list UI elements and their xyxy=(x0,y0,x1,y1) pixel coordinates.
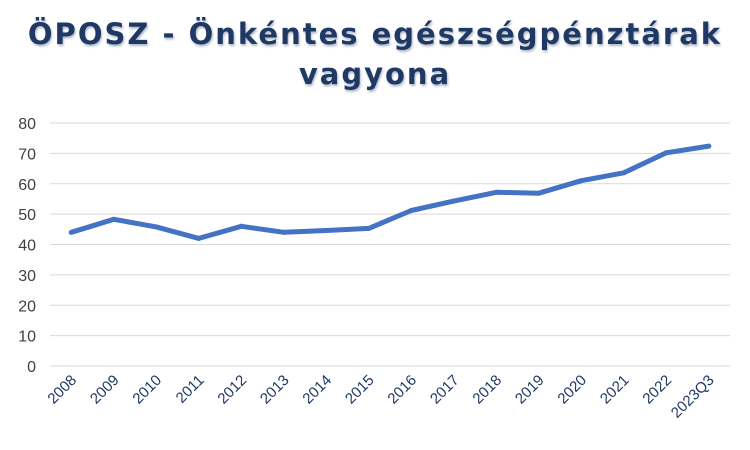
y-tick-label: 80 xyxy=(18,116,36,133)
chart-title-line-1: ÖPOSZ - Önkéntes egészségpénztárak xyxy=(27,17,723,51)
x-tick-label: 2021 xyxy=(597,372,633,408)
data-point xyxy=(68,229,74,235)
y-tick-label: 50 xyxy=(18,207,36,224)
data-point xyxy=(238,223,244,229)
gridlines xyxy=(50,122,730,367)
data-point xyxy=(281,229,287,235)
chart-title: ÖPOSZ - Önkéntes egészségpénztárak vagyo… xyxy=(0,14,750,94)
data-point xyxy=(663,150,669,156)
x-tick-label: 2013 xyxy=(257,372,293,408)
x-tick-label: 2010 xyxy=(129,372,165,408)
data-point xyxy=(451,198,457,204)
x-tick-label: 2018 xyxy=(469,372,505,408)
x-tick-label: 2008 xyxy=(44,372,80,408)
y-tick-label: 60 xyxy=(18,177,36,194)
y-axis-ticks: 0 10 20 30 40 50 60 70 80 xyxy=(18,116,36,376)
y-tick-label: 10 xyxy=(18,329,36,346)
x-tick-label: 2019 xyxy=(512,372,548,408)
data-point xyxy=(408,207,414,213)
x-tick-label: 2015 xyxy=(342,372,378,408)
x-tick-label: 2022 xyxy=(639,372,675,408)
x-tick-label: 2017 xyxy=(427,372,463,408)
data-point xyxy=(493,189,499,195)
x-tick-label: 2014 xyxy=(299,372,335,408)
series-line xyxy=(68,143,712,241)
x-tick-label: 2009 xyxy=(87,372,123,408)
x-tick-label: 2012 xyxy=(214,372,250,408)
data-point xyxy=(323,228,329,234)
chart-title-line-2: vagyona xyxy=(298,57,452,91)
y-tick-label: 20 xyxy=(18,298,36,315)
y-tick-label: 40 xyxy=(18,238,36,255)
data-point xyxy=(621,170,627,176)
x-tick-label: 2016 xyxy=(384,372,420,408)
data-point xyxy=(366,225,372,231)
y-tick-label: 70 xyxy=(18,146,36,163)
data-point xyxy=(706,143,712,149)
x-tick-label: 2011 xyxy=(173,372,208,407)
data-point xyxy=(578,178,584,184)
x-tick-label: 2020 xyxy=(554,372,590,408)
x-axis-ticks: 2008 2009 2010 2011 2012 2013 2014 2015 2016 2017… xyxy=(44,372,717,422)
data-point xyxy=(153,224,159,230)
data-point xyxy=(536,190,542,196)
data-point xyxy=(196,235,202,241)
y-tick-label: 30 xyxy=(18,268,36,285)
x-tick-label: 2023Q3 xyxy=(668,372,718,422)
series-lines xyxy=(68,143,712,241)
y-tick-label: 0 xyxy=(27,359,36,376)
data-point xyxy=(111,216,117,222)
